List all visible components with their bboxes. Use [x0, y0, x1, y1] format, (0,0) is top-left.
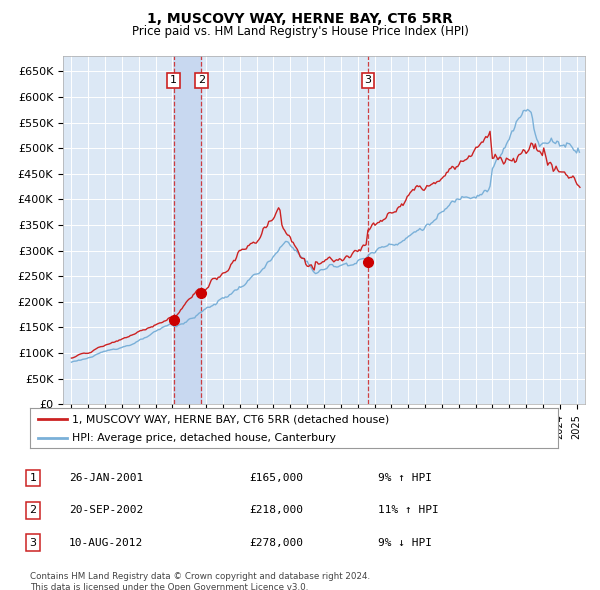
Text: Price paid vs. HM Land Registry's House Price Index (HPI): Price paid vs. HM Land Registry's House … — [131, 25, 469, 38]
Text: 10-AUG-2012: 10-AUG-2012 — [69, 538, 143, 548]
Text: £278,000: £278,000 — [249, 538, 303, 548]
Text: 1: 1 — [170, 76, 177, 86]
Text: 26-JAN-2001: 26-JAN-2001 — [69, 473, 143, 483]
Text: 2: 2 — [198, 76, 205, 86]
Text: 9% ↑ HPI: 9% ↑ HPI — [378, 473, 432, 483]
Text: 2: 2 — [29, 506, 37, 515]
Text: HPI: Average price, detached house, Canterbury: HPI: Average price, detached house, Cant… — [72, 432, 336, 442]
Text: Contains HM Land Registry data © Crown copyright and database right 2024.
This d: Contains HM Land Registry data © Crown c… — [30, 572, 370, 590]
Text: 1, MUSCOVY WAY, HERNE BAY, CT6 5RR: 1, MUSCOVY WAY, HERNE BAY, CT6 5RR — [147, 12, 453, 26]
Text: 1: 1 — [29, 473, 37, 483]
Text: 11% ↑ HPI: 11% ↑ HPI — [378, 506, 439, 515]
Text: 20-SEP-2002: 20-SEP-2002 — [69, 506, 143, 515]
Bar — [173, 56, 202, 404]
Text: 9% ↓ HPI: 9% ↓ HPI — [378, 538, 432, 548]
Text: 3: 3 — [364, 76, 371, 86]
Text: £165,000: £165,000 — [249, 473, 303, 483]
Text: 3: 3 — [29, 538, 37, 548]
Text: £218,000: £218,000 — [249, 506, 303, 515]
Text: 1, MUSCOVY WAY, HERNE BAY, CT6 5RR (detached house): 1, MUSCOVY WAY, HERNE BAY, CT6 5RR (deta… — [72, 414, 389, 424]
